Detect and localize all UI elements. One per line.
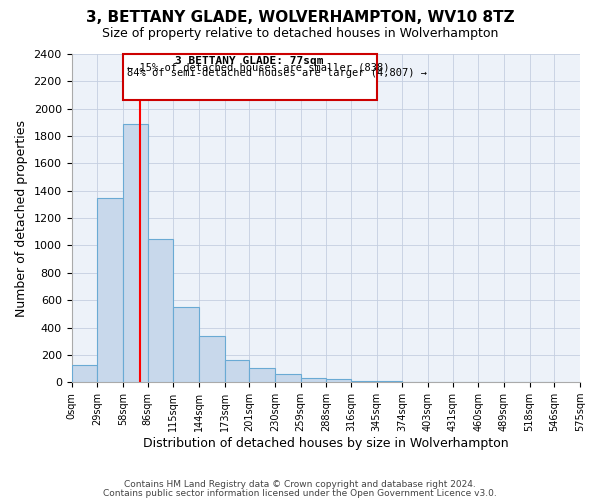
Text: 3 BETTANY GLADE: 77sqm: 3 BETTANY GLADE: 77sqm xyxy=(175,56,324,66)
Bar xyxy=(301,378,326,382)
Bar xyxy=(326,379,351,382)
Bar xyxy=(224,360,249,382)
Bar xyxy=(249,368,275,382)
Bar xyxy=(123,124,148,382)
Bar xyxy=(199,336,224,382)
X-axis label: Distribution of detached houses by size in Wolverhampton: Distribution of detached houses by size … xyxy=(143,437,509,450)
FancyBboxPatch shape xyxy=(123,54,377,100)
Text: Size of property relative to detached houses in Wolverhampton: Size of property relative to detached ho… xyxy=(102,28,498,40)
Bar xyxy=(173,307,199,382)
Bar xyxy=(97,198,123,382)
Y-axis label: Number of detached properties: Number of detached properties xyxy=(15,120,28,316)
Bar xyxy=(71,365,97,382)
Text: 84% of semi-detached houses are larger (4,807) →: 84% of semi-detached houses are larger (… xyxy=(127,68,427,78)
Bar xyxy=(351,381,377,382)
Text: Contains public sector information licensed under the Open Government Licence v3: Contains public sector information licen… xyxy=(103,488,497,498)
Bar xyxy=(377,381,402,382)
Text: ← 15% of detached houses are smaller (838): ← 15% of detached houses are smaller (83… xyxy=(127,62,390,72)
Text: Contains HM Land Registry data © Crown copyright and database right 2024.: Contains HM Land Registry data © Crown c… xyxy=(124,480,476,489)
Bar xyxy=(148,238,173,382)
Bar xyxy=(275,374,301,382)
Text: 3, BETTANY GLADE, WOLVERHAMPTON, WV10 8TZ: 3, BETTANY GLADE, WOLVERHAMPTON, WV10 8T… xyxy=(86,10,514,25)
